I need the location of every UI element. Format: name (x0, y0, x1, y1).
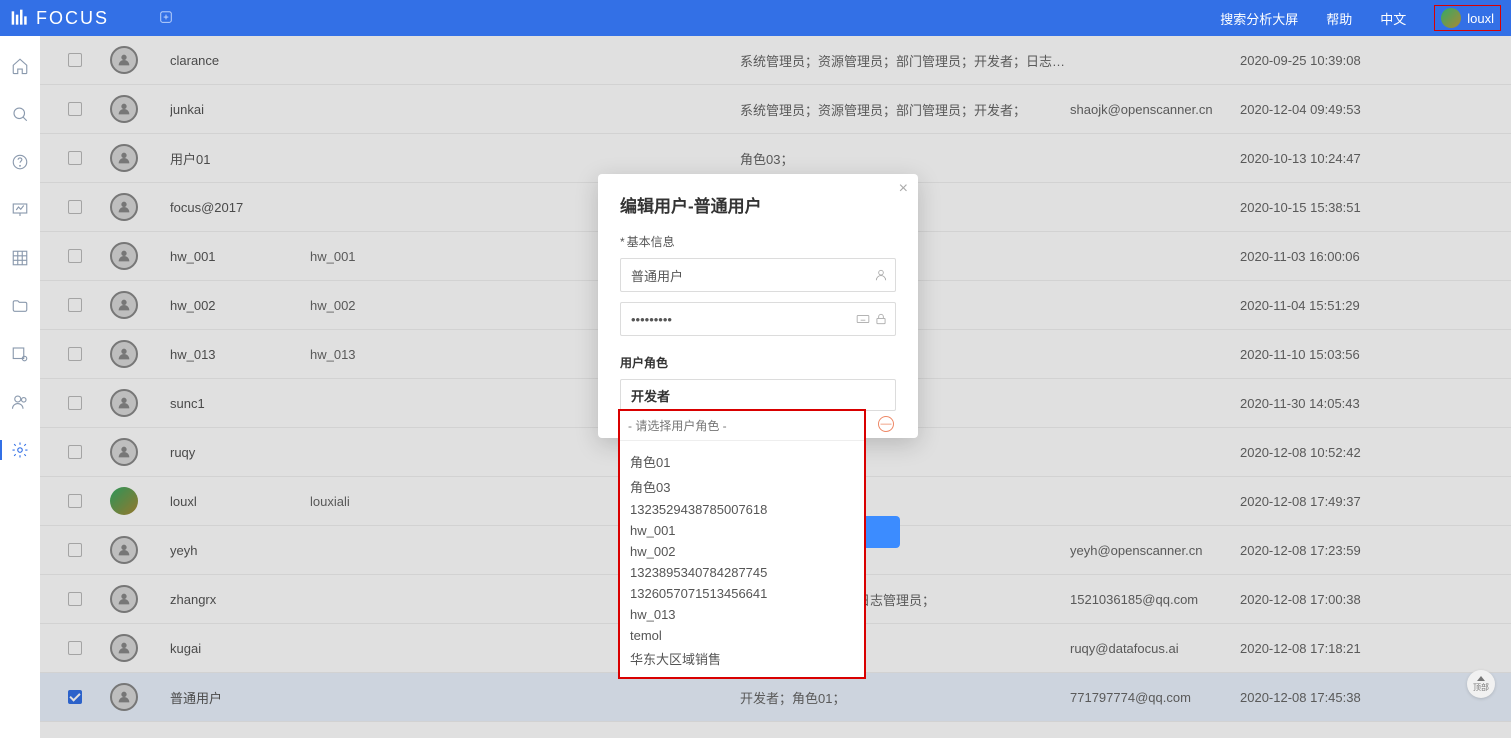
logo-text: FOCUS (36, 8, 109, 29)
nav-lang[interactable]: 中文 (1380, 9, 1406, 28)
role-dropdown: 角色01角色0313235294387850076​18hw_001hw_002… (618, 409, 866, 679)
rail-users[interactable] (10, 392, 30, 412)
role-dropdown-item[interactable]: hw_001 (630, 520, 854, 541)
nav-help[interactable]: 帮助 (1326, 9, 1352, 28)
section-role-label: 用户角色 (620, 354, 896, 371)
role-dropdown-item[interactable]: 角色01 (630, 449, 854, 474)
role-dropdown-item[interactable]: 华东大区域销售 (630, 646, 854, 671)
modal-close-button[interactable]: × (899, 180, 908, 198)
add-tab-button[interactable] (159, 8, 173, 29)
folder-icon (11, 297, 29, 315)
modal-title: 编辑用户-普通用户 (620, 192, 896, 217)
section-basic-label: *基本信息 (620, 233, 896, 250)
save-button[interactable] (860, 516, 900, 548)
current-user-box[interactable]: louxl (1434, 5, 1501, 31)
rail-grid[interactable] (10, 248, 30, 268)
rail-settings[interactable] (0, 440, 39, 460)
role-dropdown-list: 角色01角色0313235294387850076​18hw_001hw_002… (620, 441, 864, 677)
data-gear-icon (11, 345, 29, 363)
home-icon (11, 57, 29, 75)
rail-folder[interactable] (10, 296, 30, 316)
rail-search[interactable] (10, 104, 30, 124)
role-dropdown-item[interactable]: 角色03 (630, 474, 854, 499)
edit-user-modal: × 编辑用户-普通用户 *基本信息 用户角色 开发者 (598, 174, 918, 438)
keyboard-icon (856, 312, 870, 326)
user-icon (874, 268, 888, 282)
rail-data-settings[interactable] (10, 344, 30, 364)
role-dropdown-item[interactable]: 13235294387850076​18 (630, 499, 854, 520)
rail-question[interactable] (10, 152, 30, 172)
role-dropdown-item[interactable]: 1323895340784287745 (630, 562, 854, 583)
rail-presentation[interactable] (10, 200, 30, 220)
gear-icon (11, 441, 29, 459)
role-selected-box[interactable]: 开发者 (620, 379, 896, 411)
question-icon (11, 153, 29, 171)
scroll-top-button[interactable]: 顶部 (1467, 670, 1495, 698)
logo-icon (10, 8, 30, 28)
header-right: 搜索分析大屏 帮助 中文 louxl (1220, 5, 1501, 31)
users-icon (11, 393, 29, 411)
role-remove-button[interactable]: — (878, 416, 894, 432)
role-dropdown-item[interactable]: 1326057071513456641 (630, 583, 854, 604)
password-icons (856, 312, 888, 326)
side-rail (0, 36, 40, 738)
avatar (1441, 8, 1461, 28)
plus-icon (159, 10, 173, 24)
role-dropdown-item[interactable]: hw_002 (630, 541, 854, 562)
username-input[interactable] (620, 258, 896, 292)
username-label: louxl (1467, 11, 1494, 26)
role-dropdown-input[interactable] (628, 419, 856, 433)
grid-icon (11, 249, 29, 267)
rail-home[interactable] (10, 56, 30, 76)
logo: FOCUS (10, 8, 109, 29)
password-input[interactable] (620, 302, 896, 336)
app-header: FOCUS 搜索分析大屏 帮助 中文 louxl (0, 0, 1511, 36)
nav-search-dashboard[interactable]: 搜索分析大屏 (1220, 9, 1298, 28)
search-icon (11, 105, 29, 123)
presentation-icon (11, 201, 29, 219)
role-dropdown-item[interactable]: hw_013 (630, 604, 854, 625)
role-dropdown-item[interactable]: temol (630, 625, 854, 646)
lock-icon (874, 312, 888, 326)
